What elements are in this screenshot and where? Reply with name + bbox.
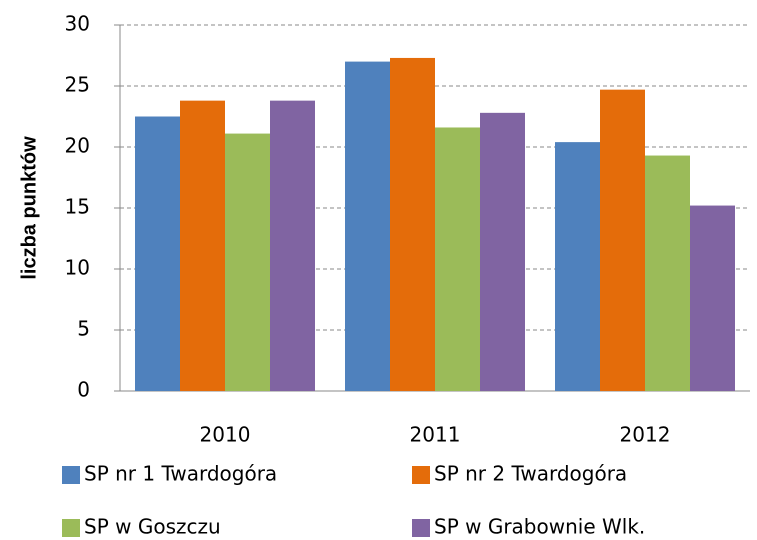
bar xyxy=(645,155,690,391)
y-axis-label: liczba punktów xyxy=(18,136,40,280)
y-tick-label: 10 xyxy=(65,256,90,280)
bar xyxy=(435,127,480,391)
y-tick-label: 0 xyxy=(77,378,90,402)
bar xyxy=(390,57,435,391)
legend-swatch xyxy=(412,519,430,537)
legend-label: SP w Grabownie Wlk. xyxy=(434,515,645,539)
bar xyxy=(345,61,390,391)
legend-swatch xyxy=(62,519,80,537)
bar xyxy=(480,112,525,391)
y-tick-label: 5 xyxy=(77,317,90,341)
bar xyxy=(555,142,600,391)
bar xyxy=(600,89,645,391)
y-tick-label: 30 xyxy=(65,12,90,36)
legend-swatch xyxy=(62,466,80,484)
x-tick-label: 2012 xyxy=(620,423,671,447)
x-tick-label: 2011 xyxy=(410,423,461,447)
y-tick-label: 20 xyxy=(65,134,90,158)
legend-label: SP nr 2 Twardogóra xyxy=(434,462,627,486)
bar xyxy=(270,100,315,391)
y-tick-label: 15 xyxy=(65,195,90,219)
bar xyxy=(225,133,270,391)
legend-label: SP nr 1 Twardogóra xyxy=(84,462,277,486)
bar xyxy=(180,100,225,391)
y-tick-label: 25 xyxy=(65,73,90,97)
legend-label: SP w Goszczu xyxy=(84,515,221,539)
bar xyxy=(135,116,180,391)
bar xyxy=(690,205,735,391)
x-tick-label: 2010 xyxy=(200,423,251,447)
legend-swatch xyxy=(412,466,430,484)
